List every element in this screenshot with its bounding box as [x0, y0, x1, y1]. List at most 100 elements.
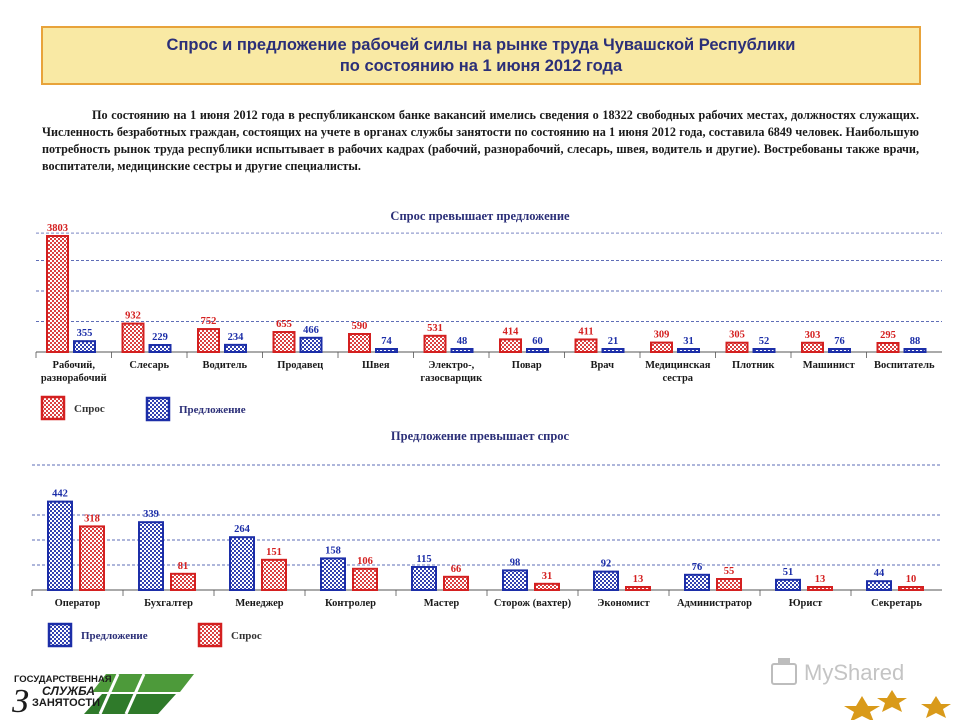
- data-label: 229: [152, 332, 168, 343]
- page-title-line1: Спрос и предложение рабочей силы на рынк…: [166, 35, 796, 54]
- chart-demand-exceeds-supply: Спрос превышает предложение 3803 355 Рабочи…: [35, 209, 942, 422]
- category-label: Юрист: [789, 598, 823, 609]
- bar-second-series: [443, 575, 469, 591]
- legend-label: Предложение: [81, 630, 148, 642]
- page-title-line2: по состоянию на 1 июня 2012 года: [339, 56, 623, 75]
- data-label: 92: [601, 559, 612, 570]
- data-label: 81: [178, 561, 189, 572]
- data-label: 355: [77, 328, 93, 339]
- bar-first-series: [272, 331, 296, 353]
- data-label: 151: [266, 547, 282, 558]
- category-label: Оператор: [55, 598, 101, 609]
- data-label: 414: [503, 326, 520, 337]
- bar-first-series: [499, 338, 522, 353]
- logo-text-line1: ГОСУДАРСТВЕННАЯ: [14, 674, 112, 685]
- category-label: разнорабочий: [41, 373, 107, 384]
- bar-first-series: [650, 341, 673, 354]
- data-label: 303: [805, 330, 821, 341]
- bar-second-series: [450, 348, 474, 353]
- logo-text-line3: ЗАНЯТОСТИ: [32, 697, 100, 709]
- bar-second-series: [224, 343, 247, 354]
- bar-second-series: [299, 336, 323, 353]
- data-label: 318: [84, 513, 100, 524]
- bar-first-series: [574, 338, 598, 354]
- data-label: 411: [578, 326, 593, 337]
- legend-swatch: [145, 396, 171, 422]
- category-label: Сторож (вахтер): [494, 598, 572, 609]
- category-label: Машинист: [803, 360, 856, 371]
- bar-second-series: [903, 348, 927, 353]
- bar-first-series: [229, 536, 255, 592]
- category-label: Бухгалтер: [144, 598, 193, 609]
- category-label: Секретарь: [871, 598, 922, 609]
- data-label: 3803: [47, 223, 68, 234]
- bar-second-series: [752, 348, 776, 353]
- bar-first-series: [801, 341, 824, 354]
- data-label: 21: [608, 336, 619, 347]
- bar-second-series: [375, 348, 398, 353]
- bar-first-series: [138, 521, 164, 592]
- bar-second-series: [73, 340, 96, 353]
- data-label: 442: [52, 489, 68, 500]
- category-label: сестра: [662, 373, 693, 384]
- category-label: Электро-,: [428, 360, 474, 371]
- data-label: 48: [457, 336, 468, 347]
- bar-second-series: [148, 344, 172, 354]
- category-label: Мастер: [424, 598, 460, 609]
- bar-second-series: [170, 572, 196, 591]
- bar-second-series: [534, 582, 560, 591]
- data-label: 655: [276, 319, 292, 330]
- legend-swatch: [47, 622, 73, 648]
- data-label: 531: [427, 323, 443, 334]
- category-label: Водитель: [202, 360, 247, 371]
- bar-first-series: [775, 578, 801, 591]
- bar-second-series: [526, 348, 549, 353]
- bar-first-series: [684, 573, 710, 591]
- bar-first-series: [197, 328, 220, 353]
- bar-first-series: [876, 342, 900, 354]
- bar-second-series: [898, 586, 924, 591]
- svg-text:З: З: [12, 683, 29, 716]
- chart-title: Спрос превышает предложение: [390, 209, 570, 223]
- data-label: 309: [654, 330, 670, 341]
- data-label: 264: [234, 524, 251, 535]
- page-title-box: Спрос и предложение рабочей силы на рынк…: [41, 26, 921, 85]
- bar-second-series: [79, 525, 105, 592]
- data-label: 13: [815, 574, 826, 585]
- data-label: 590: [352, 321, 368, 332]
- data-label: 98: [510, 557, 521, 568]
- chart-title: Предложение превышает спрос: [391, 429, 570, 443]
- category-label: Администратор: [677, 598, 752, 609]
- category-label: Медицинская: [645, 360, 711, 371]
- bar-second-series: [261, 558, 287, 591]
- category-label: Воспитатель: [874, 360, 935, 371]
- category-label: Экономист: [597, 598, 650, 609]
- data-label: 752: [201, 316, 217, 327]
- category-label: Менеджер: [235, 598, 283, 609]
- bar-first-series: [46, 235, 69, 353]
- data-label: 74: [381, 336, 392, 347]
- bar-first-series: [502, 569, 528, 592]
- legend-swatch: [40, 395, 66, 421]
- bar-first-series: [121, 322, 145, 354]
- watermark-icon: [771, 658, 951, 720]
- chart-supply-exceeds-demand: Предложение превышает спрос 442 318 Операто…: [31, 429, 942, 648]
- logo-text-line2: СЛУЖБА: [42, 684, 95, 698]
- bar-first-series: [423, 334, 447, 354]
- bar-first-series: [320, 557, 346, 592]
- bar-first-series: [348, 333, 371, 354]
- logo-emblem-icon: З: [12, 673, 194, 716]
- data-label: 106: [357, 556, 373, 567]
- bar-first-series: [47, 500, 73, 592]
- employment-service-logo: З ГОСУДАРСТВЕННАЯ СЛУЖБА ЗАНЯТОСТИ: [8, 668, 198, 716]
- legend-label: Спрос: [74, 403, 105, 415]
- category-label: Продавец: [277, 360, 323, 371]
- data-label: 115: [416, 554, 431, 565]
- data-label: 339: [143, 509, 159, 520]
- legend-label: Спрос: [231, 630, 262, 642]
- bar-second-series: [828, 348, 851, 353]
- data-label: 466: [303, 325, 319, 336]
- bar-first-series: [593, 570, 619, 591]
- category-label: Рабочий,: [53, 360, 96, 371]
